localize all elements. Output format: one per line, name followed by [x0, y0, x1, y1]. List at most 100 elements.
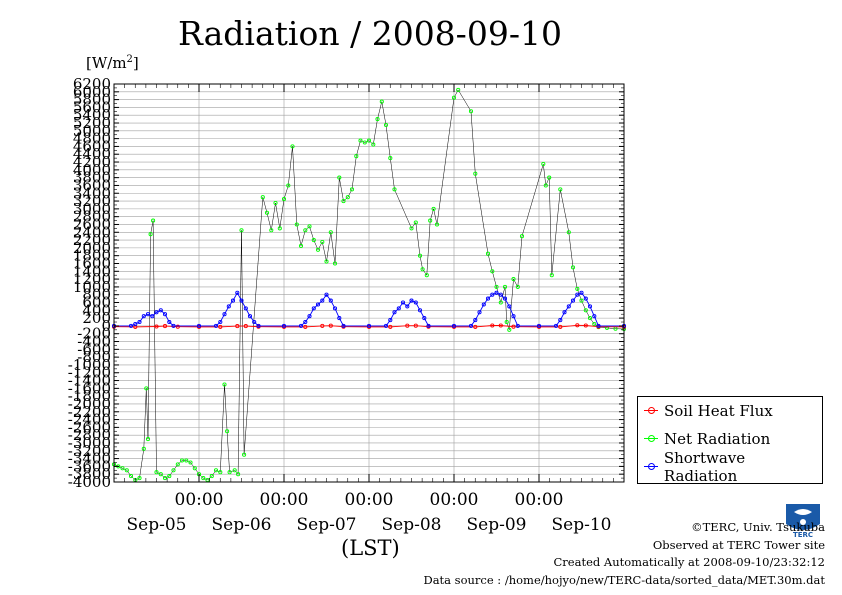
data-point — [175, 324, 180, 329]
data-point — [320, 323, 325, 328]
data-point — [243, 306, 248, 311]
y-tick-label: 5400 — [73, 106, 111, 124]
x-tick-label: 00:00 — [430, 490, 479, 510]
data-point — [502, 284, 508, 289]
data-point — [137, 476, 142, 481]
x-tick-label: 00:00 — [345, 490, 394, 510]
data-point — [592, 321, 597, 327]
data-point — [481, 302, 486, 307]
y-unit-superscript: 2 — [126, 54, 133, 65]
y-tick-label: 3000 — [73, 200, 111, 218]
y-tick-label: 3200 — [73, 192, 111, 210]
data-point — [417, 253, 423, 258]
data-point — [413, 300, 418, 305]
data-point — [328, 298, 333, 303]
legend-label: Net Radiation — [664, 430, 771, 448]
data-point — [494, 284, 499, 289]
y-tick-label: 3400 — [73, 184, 111, 202]
y-tick-label: 6200 — [73, 75, 111, 93]
data-point — [502, 296, 508, 301]
data-point — [396, 306, 401, 311]
data-point — [451, 323, 457, 328]
series-line — [113, 324, 625, 328]
y-tick-label: -600 — [77, 340, 111, 358]
data-point — [232, 468, 237, 473]
data-point — [519, 234, 525, 239]
x-tick-label: 00:00 — [175, 490, 224, 510]
y-tick-label: -1800 — [68, 387, 111, 405]
terc-logo-icon — [786, 504, 820, 530]
axis-labels: 6200600058005600540052005000480046004400… — [68, 75, 612, 535]
data-point — [239, 298, 244, 303]
data-point — [328, 323, 333, 328]
y-tick-label: 1200 — [73, 270, 111, 288]
data-point — [196, 323, 202, 328]
data-point — [575, 292, 580, 297]
data-point — [409, 298, 414, 303]
legend-item-shortwave-radiation: Shortwave Radiation — [638, 449, 822, 485]
data-point — [277, 226, 282, 231]
y-tick-label: 4000 — [73, 161, 111, 179]
y-tick-label: -3400 — [68, 450, 111, 468]
data-point — [345, 195, 350, 200]
data-point — [409, 226, 414, 231]
y-tick-label: 2800 — [73, 208, 111, 226]
data-point — [583, 308, 588, 313]
data-point — [498, 323, 503, 328]
data-point — [354, 154, 359, 159]
y-tick-label: 4600 — [73, 137, 111, 155]
data-point — [247, 314, 253, 319]
data-point — [120, 466, 125, 471]
y-tick-label: 2400 — [73, 223, 111, 241]
y-tick-label: 0 — [101, 317, 111, 335]
data-point — [184, 458, 189, 463]
data-point — [128, 323, 134, 328]
data-point — [383, 323, 389, 328]
y-tick-label: 4200 — [73, 153, 111, 171]
legend-item-soil-heat-flux: Soil Heat Flux — [638, 401, 773, 421]
x-date-label: Sep-08 — [382, 515, 442, 535]
data-point — [485, 251, 491, 256]
y-tick-label: -200 — [77, 325, 111, 343]
y-tick-label: 5000 — [73, 122, 111, 140]
data-point — [553, 323, 559, 328]
x-date-label: Sep-10 — [552, 515, 612, 535]
y-tick-label: 1600 — [73, 254, 111, 272]
data-point — [171, 468, 176, 473]
data-point — [209, 474, 214, 479]
data-point — [420, 267, 425, 272]
data-point — [298, 323, 304, 328]
data-point — [154, 470, 159, 475]
data-point — [192, 466, 197, 471]
y-tick-label: -3200 — [68, 442, 111, 460]
series-line — [114, 291, 624, 327]
y-axis-unit-label: [W/m2] — [86, 54, 139, 72]
credit-created: Created Automatically at 2008-09-10/23:3… — [553, 555, 826, 569]
data-point — [315, 302, 321, 307]
y-tick-label: 600 — [82, 294, 111, 312]
credit-copyright: ©TERC, Univ. Tsukuba — [691, 520, 825, 534]
data-point — [124, 468, 129, 473]
data-point — [158, 472, 163, 477]
data-point — [579, 290, 584, 295]
data-point — [579, 298, 584, 303]
credits-block: ©TERC, Univ. Tsukuba Observed at TERC To… — [423, 519, 825, 589]
data-point — [362, 140, 367, 145]
data-point — [141, 446, 146, 451]
data-point — [413, 220, 418, 225]
y-tick-label: -2600 — [68, 418, 111, 436]
data-point — [137, 319, 142, 325]
y-tick-label: -3800 — [68, 465, 111, 483]
data-point — [145, 312, 151, 317]
data-point — [286, 183, 291, 188]
data-point — [307, 224, 312, 229]
data-point — [596, 323, 601, 328]
series-net-radiation — [111, 87, 627, 483]
data-point — [543, 183, 548, 188]
data-point — [511, 277, 516, 282]
data-point — [587, 304, 593, 309]
data-point — [434, 222, 440, 227]
data-point — [547, 175, 552, 180]
data-point — [426, 323, 431, 328]
data-point — [324, 259, 329, 264]
